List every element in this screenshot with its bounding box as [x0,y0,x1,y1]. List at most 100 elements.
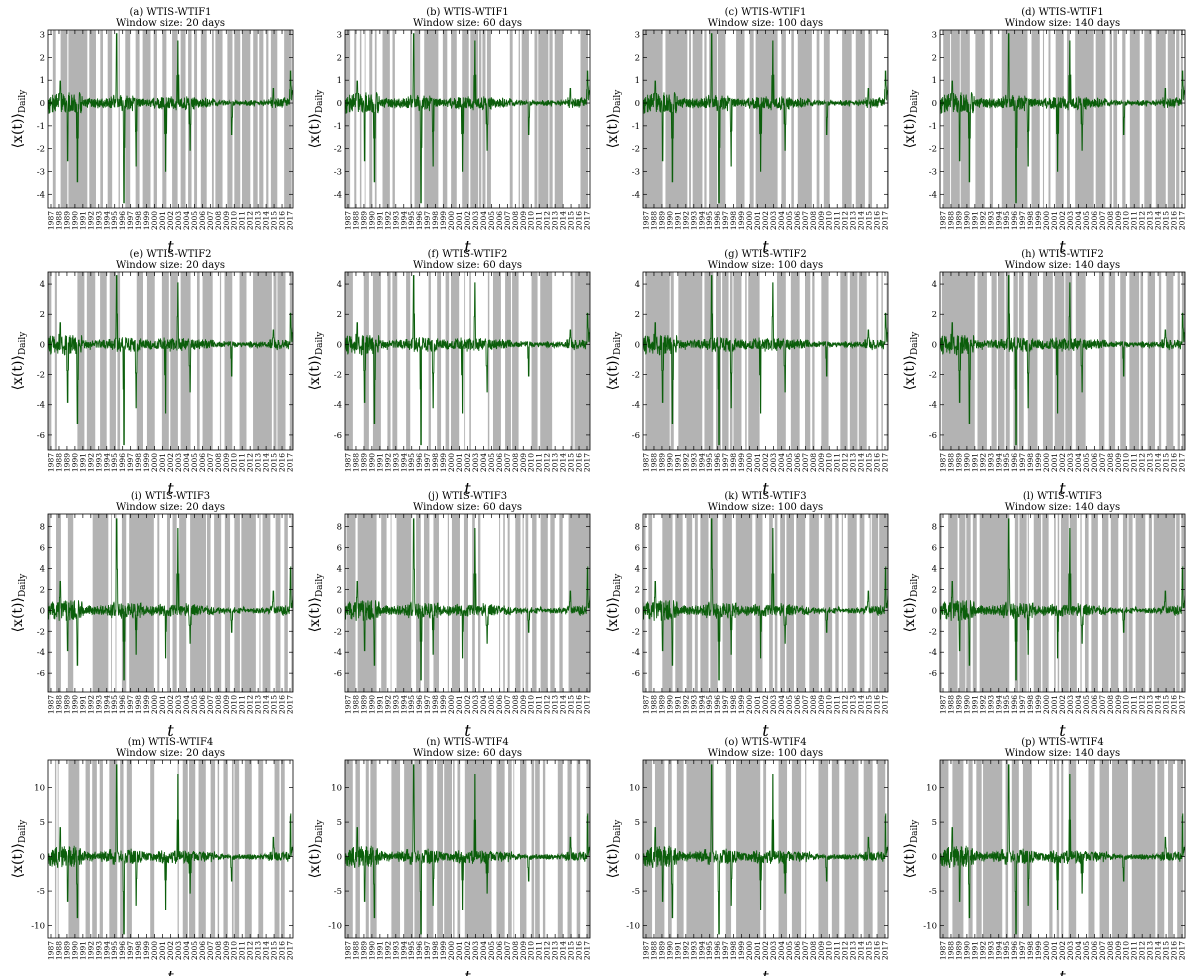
regime-band [48,514,51,692]
x-axis-label: t [762,237,769,256]
regime-band [253,272,272,450]
x-tick-label: 1996 [415,695,424,714]
x-tick-label: 2002 [463,695,472,714]
x-axis-label: t [1059,479,1066,498]
regime-band [849,272,858,450]
y-tick-label: 2 [635,310,640,320]
subplot-title: (k) WTIS-WTIF3 [724,491,806,502]
x-tick-label: 1993 [986,453,995,472]
x-tick-label: 2011 [833,211,842,230]
regime-band [194,30,198,208]
regime-band [977,272,987,450]
x-tick-label: 2000 [150,695,159,714]
x-tick-label: 1987 [939,695,948,714]
y-tick-label: -4 [929,190,937,200]
regime-band [428,272,431,450]
x-tick-label: 2014 [857,695,866,714]
x-tick-label: 2007 [801,695,810,714]
regime-band [805,272,811,450]
x-tick-label: 2005 [785,695,794,714]
regime-band [805,760,807,938]
x-tick-label: 2015 [865,453,874,472]
x-tick-label: 1993 [94,211,103,230]
regime-band [1140,272,1144,450]
regime-band [478,514,481,692]
regime-band [722,272,729,450]
x-tick-label: 1991 [673,941,682,960]
x-tick-label: 2015 [270,211,279,230]
regime-band [535,760,540,938]
x-tick-label: 2001 [753,941,762,960]
regime-band [1042,272,1053,450]
x-tick-label: 1987 [939,941,948,960]
regime-band [410,30,412,208]
x-tick-label: 2015 [567,453,576,472]
x-tick-label: 1997 [721,941,730,960]
x-tick-label: 2000 [150,211,159,230]
x-tick-label: 2007 [503,211,512,230]
x-tick-label: 1992 [86,211,95,230]
y-tick-label: 8 [932,523,937,533]
regime-band [503,514,505,692]
x-tick-label: 2017 [286,941,295,960]
regime-band [1128,514,1133,692]
regime-band [1061,760,1064,938]
x-tick-label: 2014 [1154,211,1163,230]
x-tick-label: 2011 [1130,211,1139,230]
regime-band [531,760,535,938]
regime-band [763,760,767,938]
regime-band [433,514,439,692]
x-tick-label: 2016 [1170,941,1179,960]
regime-band [725,760,732,938]
x-tick-label: 2011 [833,695,842,714]
regime-band [234,760,240,938]
regime-band [478,30,482,208]
x-tick-label: 2017 [1178,695,1187,714]
x-tick-label: 1989 [954,453,963,472]
x-tick-label: 1993 [986,211,995,230]
x-tick-label: 2017 [583,453,592,472]
series-line [940,518,1185,681]
x-tick-label: 1999 [737,941,746,960]
x-tick-label: 2005 [190,211,199,230]
x-tick-label: 2010 [1122,941,1131,960]
y-tick-label: -6 [929,431,937,441]
regime-band [346,514,356,692]
x-tick-label: 1991 [673,211,682,230]
x-tick-label: 2000 [1042,941,1051,960]
regime-band [550,514,555,692]
x-tick-label: 2008 [511,453,520,472]
x-tick-label: 2003 [769,453,778,472]
x-tick-label: 2000 [447,453,456,472]
x-tick-label: 1995 [110,695,119,714]
x-tick-label: 1992 [681,211,690,230]
x-axis-label: t [464,237,471,256]
regime-band [52,30,56,208]
x-tick-label: 2013 [1146,211,1155,230]
x-tick-label: 2013 [254,695,263,714]
x-tick-label: 2005 [1082,211,1091,230]
x-tick-label: 2006 [793,211,802,230]
regime-band [1099,760,1109,938]
x-tick-label: 1990 [367,695,376,714]
subplot-title: (l) WTIS-WTIF3 [1023,491,1102,502]
x-tick-label: 2008 [214,211,223,230]
regime-band [274,760,280,938]
regime-band [943,30,951,208]
x-tick-label: 2003 [1066,211,1075,230]
x-tick-label: 1996 [118,211,127,230]
regime-band [1155,30,1166,208]
regime-band [704,30,707,208]
y-tick-label: -1 [334,122,342,132]
plot-area [940,760,1185,938]
x-tick-label: 2012 [1138,695,1147,714]
x-tick-label: 2016 [575,695,584,714]
y-tick-label: 3 [40,31,45,41]
series-line [48,275,293,446]
x-tick-label: 1991 [375,695,384,714]
regime-band [487,272,490,450]
regime-band [470,30,478,208]
x-tick-label: 2015 [865,695,874,714]
x-tick-label: 1992 [978,211,987,230]
